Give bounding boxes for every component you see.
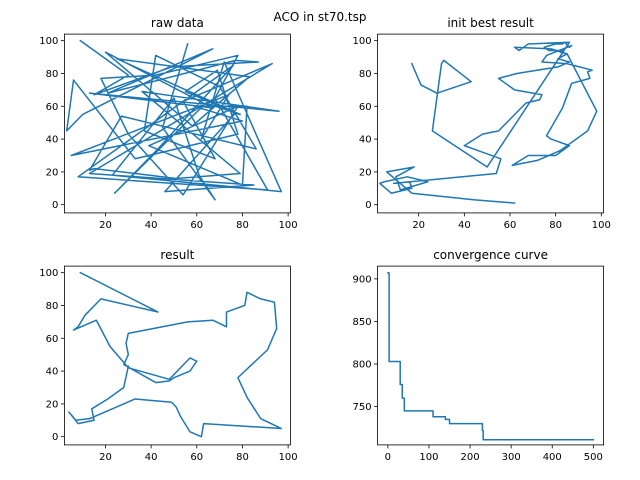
x-tick-label: 100 — [279, 452, 298, 463]
y-tick-label: 900 — [353, 274, 372, 285]
x-tick-label: 20 — [412, 220, 425, 231]
panel-title-convergence-curve: convergence curve — [433, 248, 548, 262]
panel-raw-data: raw data 20 40 60 80 100 0 20 40 60 80 100 — [39, 16, 297, 231]
axes-frame-convergence-curve — [377, 265, 605, 446]
x-tick-label: 60 — [190, 220, 203, 231]
figure-title: ACO in st70.tsp — [273, 10, 366, 24]
y-tick-label: 800 — [353, 360, 372, 371]
x-tick-label: 200 — [461, 452, 480, 463]
axis-ticks-init-best-result: 20 40 60 80 100 0 20 40 60 80 100 — [353, 36, 611, 231]
series-line-raw-data — [65, 39, 283, 201]
x-tick-label: 20 — [99, 220, 112, 231]
axis-ticks-raw-data: 20 40 60 80 100 0 20 40 60 80 100 — [39, 36, 297, 231]
x-tick-label: 100 — [419, 452, 438, 463]
axis-ticks-result: 20 40 60 80 100 0 20 40 60 80 100 — [39, 268, 297, 463]
y-tick-label: 80 — [46, 301, 59, 312]
y-tick-label: 40 — [359, 135, 372, 146]
y-tick-label: 0 — [365, 200, 371, 211]
y-tick-label: 20 — [46, 399, 59, 410]
panel-title-result: result — [160, 248, 194, 262]
y-tick-label: 100 — [39, 36, 58, 47]
y-tick-label: 0 — [52, 200, 58, 211]
y-tick-label: 0 — [52, 432, 58, 443]
y-tick-label: 100 — [39, 268, 58, 279]
panel-title-raw-data: raw data — [151, 16, 204, 30]
y-tick-label: 20 — [359, 167, 372, 178]
axis-ticks-convergence-curve: 0 100 200 300 400 500 750 800 850 900 — [353, 274, 603, 463]
axes-frame-raw-data — [64, 33, 291, 214]
y-tick-label: 750 — [353, 402, 372, 413]
y-tick-label: 40 — [46, 135, 59, 146]
series-line-convergence-curve — [387, 272, 595, 441]
x-tick-label: 0 — [385, 452, 391, 463]
x-tick-label: 80 — [236, 220, 249, 231]
panel-title-init-best-result: init best result — [447, 16, 534, 30]
y-tick-label: 20 — [46, 167, 59, 178]
y-tick-label: 60 — [46, 102, 59, 113]
y-tick-label: 850 — [353, 317, 372, 328]
y-tick-label: 60 — [359, 102, 372, 113]
x-tick-label: 300 — [502, 452, 521, 463]
x-tick-label: 100 — [592, 220, 611, 231]
x-tick-label: 60 — [504, 220, 517, 231]
x-tick-label: 40 — [145, 220, 158, 231]
y-tick-label: 40 — [46, 367, 59, 378]
axes-frame-result — [64, 265, 291, 446]
series-line-init-best-result — [379, 41, 598, 204]
x-tick-label: 60 — [190, 452, 203, 463]
x-tick-label: 500 — [584, 452, 603, 463]
x-tick-label: 80 — [236, 452, 249, 463]
x-tick-label: 80 — [549, 220, 562, 231]
x-tick-label: 20 — [99, 452, 112, 463]
y-tick-label: 100 — [353, 36, 372, 47]
panel-result: result 20 40 60 80 100 0 20 40 60 80 100 — [39, 248, 297, 463]
x-tick-label: 40 — [458, 220, 471, 231]
x-tick-label: 40 — [145, 452, 158, 463]
x-tick-label: 400 — [543, 452, 562, 463]
panel-init-best-result: init best result 20 40 60 80 100 0 20 40 60 80 100 — [353, 16, 611, 231]
series-line-result — [68, 271, 283, 438]
axes-frame-init-best-result — [377, 33, 605, 214]
y-tick-label: 60 — [46, 334, 59, 345]
y-tick-label: 80 — [359, 69, 372, 80]
panel-convergence-curve: convergence curve 0 100 200 300 400 500 750 800… — [353, 248, 605, 463]
y-tick-label: 80 — [46, 69, 59, 80]
x-tick-label: 100 — [279, 220, 298, 231]
